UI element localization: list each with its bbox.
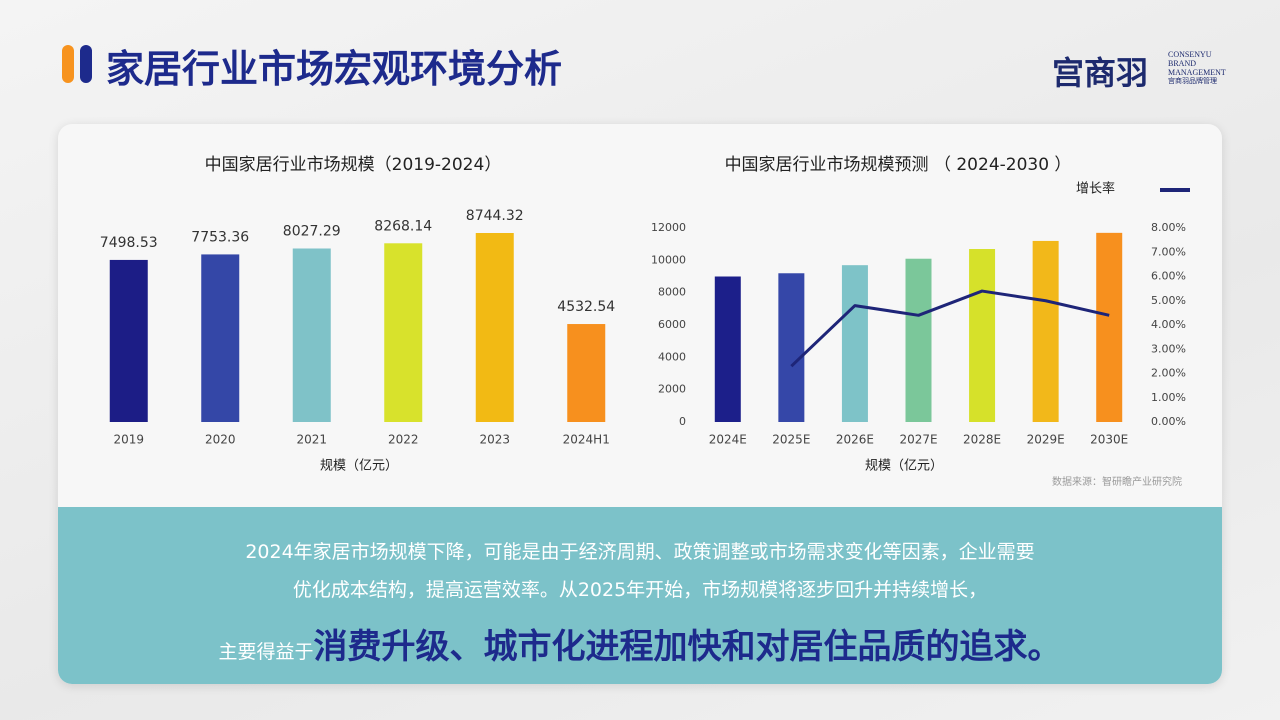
bar <box>292 248 331 422</box>
y-tick-label: 12000 <box>651 221 686 234</box>
page-title: 家居行业市场宏观环境分析 <box>106 47 563 91</box>
bar <box>201 254 240 422</box>
legend-label: 增长率 <box>1076 181 1115 197</box>
x-tick-label: 2024E <box>709 433 747 447</box>
x-tick-label: 2029E <box>1027 433 1065 447</box>
data-label: 7498.53 <box>100 235 158 251</box>
conclusion-line: 主要得益于消费升级、城市化进程加快和对居住品质的追求。 <box>58 619 1222 668</box>
y-tick-label: 8000 <box>658 286 686 299</box>
bar <box>1096 232 1123 422</box>
y-tick-label: 10000 <box>651 253 686 266</box>
y2-tick-label: 6.00% <box>1151 270 1186 283</box>
charts: 数据来源：智研瞻产业研究院 中国家居行业市场规模（2019-2024） 规模（亿元… <box>100 155 1190 488</box>
bar <box>969 249 996 422</box>
y-tick-label: 6000 <box>658 318 686 331</box>
x-tick-label: 2022 <box>388 433 419 447</box>
bar <box>109 259 148 422</box>
line-series <box>790 289 1110 368</box>
bar <box>384 243 423 422</box>
x-tick-label: 2027E <box>899 433 937 447</box>
logo-mark: 宫商羽 <box>1052 54 1149 92</box>
content-card: 2024年家居市场规模下降，可能是由于经济周期、政策调整或市场需求变化等因素，企… <box>58 124 1222 684</box>
y2-tick-label: 8.00% <box>1151 221 1186 234</box>
x-tick-label: 2019 <box>113 433 144 447</box>
x-tick-label: 2024H1 <box>563 433 610 447</box>
data-label: 8268.14 <box>374 218 432 234</box>
chart-title: 中国家居行业市场规模（2019-2024） <box>205 155 502 175</box>
y2-tick-label: 1.00% <box>1151 391 1186 404</box>
data-label: 4532.54 <box>557 299 615 315</box>
y2-tick-label: 0.00% <box>1151 415 1186 428</box>
x-axis-label: 规模（亿元） <box>320 459 398 474</box>
bar <box>905 258 932 422</box>
data-label: 8744.32 <box>466 208 524 224</box>
bar <box>714 276 741 422</box>
bar <box>567 324 606 422</box>
logo-text: BRAND <box>1168 59 1197 68</box>
y-tick-label: 4000 <box>658 350 686 363</box>
bar <box>841 265 868 422</box>
title-accent <box>80 45 92 83</box>
x-tick-label: 2026E <box>836 433 874 447</box>
logo-text: MANAGEMENT <box>1168 68 1226 77</box>
conclusion-text: 2024年家居市场规模下降，可能是由于经济周期、政策调整或市场需求变化等因素，企… <box>245 541 1035 563</box>
y2-tick-label: 2.00% <box>1151 367 1186 380</box>
x-tick-label: 2028E <box>963 433 1001 447</box>
bar <box>1032 240 1059 422</box>
x-tick-label: 2023 <box>479 433 510 447</box>
y2-tick-label: 3.00% <box>1151 342 1186 355</box>
x-axis-label: 规模（亿元） <box>865 459 943 474</box>
x-tick-label: 2025E <box>772 433 810 447</box>
data-label: 8027.29 <box>283 223 341 239</box>
y2-tick-label: 5.00% <box>1151 294 1186 307</box>
conclusion-emphasis: 消费升级、城市化进程加快和对居住品质的追求。 <box>313 627 1062 667</box>
bar <box>475 233 514 422</box>
y-tick-label: 0 <box>679 415 686 428</box>
y2-tick-label: 7.00% <box>1151 245 1186 258</box>
conclusion-text: 优化成本结构，提高运营效率。从2025年开始，市场规模将逐步回升并持续增长， <box>292 579 988 601</box>
data-label: 7753.36 <box>191 229 249 245</box>
y2-tick-label: 4.00% <box>1151 318 1186 331</box>
conclusion-band: 2024年家居市场规模下降，可能是由于经济周期、政策调整或市场需求变化等因素，企… <box>58 507 1222 684</box>
logo-text: 宫商羽品牌管理 <box>1168 77 1217 85</box>
source-note: 数据来源：智研瞻产业研究院 <box>1052 475 1182 488</box>
y-tick-label: 2000 <box>658 383 686 396</box>
chart-title: 中国家居行业市场规模预测 （ 2024-2030 ） <box>725 155 1072 175</box>
x-tick-label: 2021 <box>296 433 327 447</box>
logo-text: CONSENYU <box>1168 50 1212 59</box>
x-tick-label: 2020 <box>205 433 236 447</box>
conclusion-lead: 主要得益于 <box>218 641 314 663</box>
title-accent <box>62 45 74 83</box>
x-tick-label: 2030E <box>1090 433 1128 447</box>
bar <box>778 273 805 422</box>
